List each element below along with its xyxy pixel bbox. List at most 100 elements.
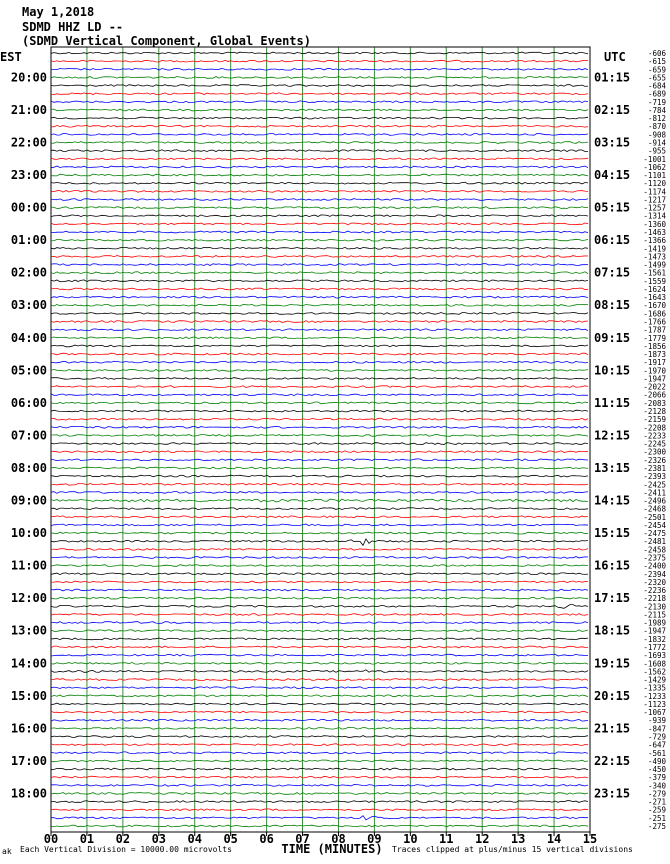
trace-offset-label: -1832 bbox=[643, 635, 666, 644]
trace-line bbox=[50, 312, 589, 315]
right-hour-label: 15:15 bbox=[594, 526, 630, 540]
trace-line bbox=[50, 442, 589, 445]
x-tick-label: 09 bbox=[367, 832, 381, 846]
trace-line bbox=[50, 230, 589, 234]
right-hour-label: 17:15 bbox=[594, 591, 630, 605]
left-hour-label: 13:00 bbox=[11, 624, 47, 638]
left-hour-label: 18:00 bbox=[11, 786, 47, 800]
trace-line bbox=[50, 727, 589, 730]
trace-offset-label: -2394 bbox=[643, 570, 666, 579]
trace-offset-label: -1360 bbox=[643, 220, 666, 229]
left-hour-label: 07:00 bbox=[11, 428, 47, 442]
right-hour-label: 19:15 bbox=[594, 656, 630, 670]
trace-line bbox=[50, 295, 589, 299]
trace-offset-label: -251 bbox=[648, 814, 666, 823]
left-hour-label: 23:00 bbox=[11, 168, 47, 182]
trace-line bbox=[50, 336, 589, 340]
trace-line bbox=[50, 173, 589, 177]
trace-line bbox=[50, 263, 589, 266]
right-hour-label: 21:15 bbox=[594, 721, 630, 735]
trace-line bbox=[51, 198, 589, 201]
right-hour-label: 02:15 bbox=[594, 103, 630, 117]
trace-offset-label: -1233 bbox=[643, 692, 666, 701]
right-hour-label: 10:15 bbox=[594, 363, 630, 377]
trace-offset-label: -870 bbox=[648, 122, 667, 131]
trace-line bbox=[50, 84, 589, 87]
trace-line bbox=[50, 149, 588, 152]
trace-line bbox=[50, 775, 589, 779]
left-hour-label: 16:00 bbox=[11, 721, 47, 735]
right-hour-label: 23:15 bbox=[594, 786, 630, 800]
axis-labels: -606-615-659-655-684-689-719-784-812-870… bbox=[0, 49, 666, 856]
trace-line bbox=[50, 718, 589, 722]
trace-offset-label: -2320 bbox=[643, 578, 666, 587]
trace-offset-label: -2481 bbox=[643, 537, 666, 546]
right-hour-label: 06:15 bbox=[594, 233, 630, 247]
trace-offset-label: -1429 bbox=[643, 676, 666, 685]
trace-offset-label: -1473 bbox=[643, 252, 666, 261]
left-hour-label: 17:00 bbox=[11, 754, 47, 768]
trace-line bbox=[50, 417, 589, 421]
x-tick-label: 06 bbox=[259, 832, 273, 846]
trace-line bbox=[50, 108, 589, 112]
trace-line bbox=[50, 360, 589, 364]
trace-offset-label: -2130 bbox=[643, 602, 666, 611]
trace-line bbox=[50, 596, 589, 600]
trace-offset-label: -2425 bbox=[643, 480, 666, 489]
left-hour-label: 10:00 bbox=[11, 526, 47, 540]
corner-mark: ak bbox=[2, 847, 12, 856]
trace-offset-label: -655 bbox=[648, 73, 666, 82]
x-tick-label: 13 bbox=[511, 832, 525, 846]
trace-offset-label: -2218 bbox=[643, 594, 666, 603]
trace-offset-label: -908 bbox=[648, 130, 667, 139]
component-label: (SDMD Vertical Component, Global Events) bbox=[22, 34, 311, 48]
trace-offset-label: -2458 bbox=[643, 545, 666, 554]
trace-line bbox=[51, 580, 589, 584]
trace-offset-label: -647 bbox=[648, 741, 666, 750]
trace-offset-label: -1123 bbox=[643, 700, 666, 709]
trace-line bbox=[50, 564, 589, 567]
trace-line bbox=[50, 124, 589, 128]
trace-line bbox=[50, 800, 589, 803]
trace-line bbox=[50, 743, 589, 746]
trace-offset-label: -1001 bbox=[643, 155, 666, 164]
left-hour-label: 12:00 bbox=[11, 591, 47, 605]
trace-line bbox=[50, 271, 589, 275]
left-hour-label: 22:00 bbox=[11, 136, 47, 150]
left-hour-label: 14:00 bbox=[11, 656, 47, 670]
plot-frame bbox=[50, 46, 591, 833]
trace-offset-label: -719 bbox=[648, 98, 666, 107]
trace-offset-label: -2115 bbox=[643, 610, 666, 619]
trace-line bbox=[50, 588, 589, 592]
minute-grid bbox=[50, 46, 591, 833]
est-zone-label: EST bbox=[0, 50, 22, 64]
x-tick-label: 11 bbox=[439, 832, 453, 846]
trace-line bbox=[50, 189, 589, 193]
trace-offset-label: -1787 bbox=[643, 326, 666, 335]
chart-date: May 1,2018 bbox=[22, 5, 95, 19]
x-tick-label: 01 bbox=[80, 832, 94, 846]
trace-offset-label: -1463 bbox=[643, 228, 666, 237]
trace-offset-label: -2208 bbox=[643, 423, 666, 432]
trace-line bbox=[50, 482, 589, 486]
right-hour-label: 14:15 bbox=[594, 494, 630, 508]
trace-offset-label: -1693 bbox=[643, 651, 666, 660]
trace-offset-label: -1366 bbox=[643, 236, 666, 245]
trace-offset-label: -1559 bbox=[643, 277, 666, 286]
trace-offset-label: -2233 bbox=[643, 431, 666, 440]
trace-line bbox=[50, 604, 589, 609]
x-tick-label: 05 bbox=[223, 832, 237, 846]
right-hour-label: 20:15 bbox=[594, 689, 630, 703]
trace-line bbox=[50, 116, 589, 120]
trace-offset-label: -1314 bbox=[643, 212, 666, 221]
trace-line bbox=[50, 434, 589, 437]
right-hour-label: 12:15 bbox=[594, 428, 630, 442]
trace-line bbox=[51, 621, 589, 624]
trace-line bbox=[50, 531, 589, 535]
trace-offset-label: -490 bbox=[648, 757, 667, 766]
trace-line bbox=[50, 100, 589, 104]
trace-line bbox=[50, 165, 589, 169]
trace-line bbox=[50, 401, 589, 405]
left-hour-label: 06:00 bbox=[11, 396, 47, 410]
trace-offset-label: -2236 bbox=[643, 586, 666, 595]
